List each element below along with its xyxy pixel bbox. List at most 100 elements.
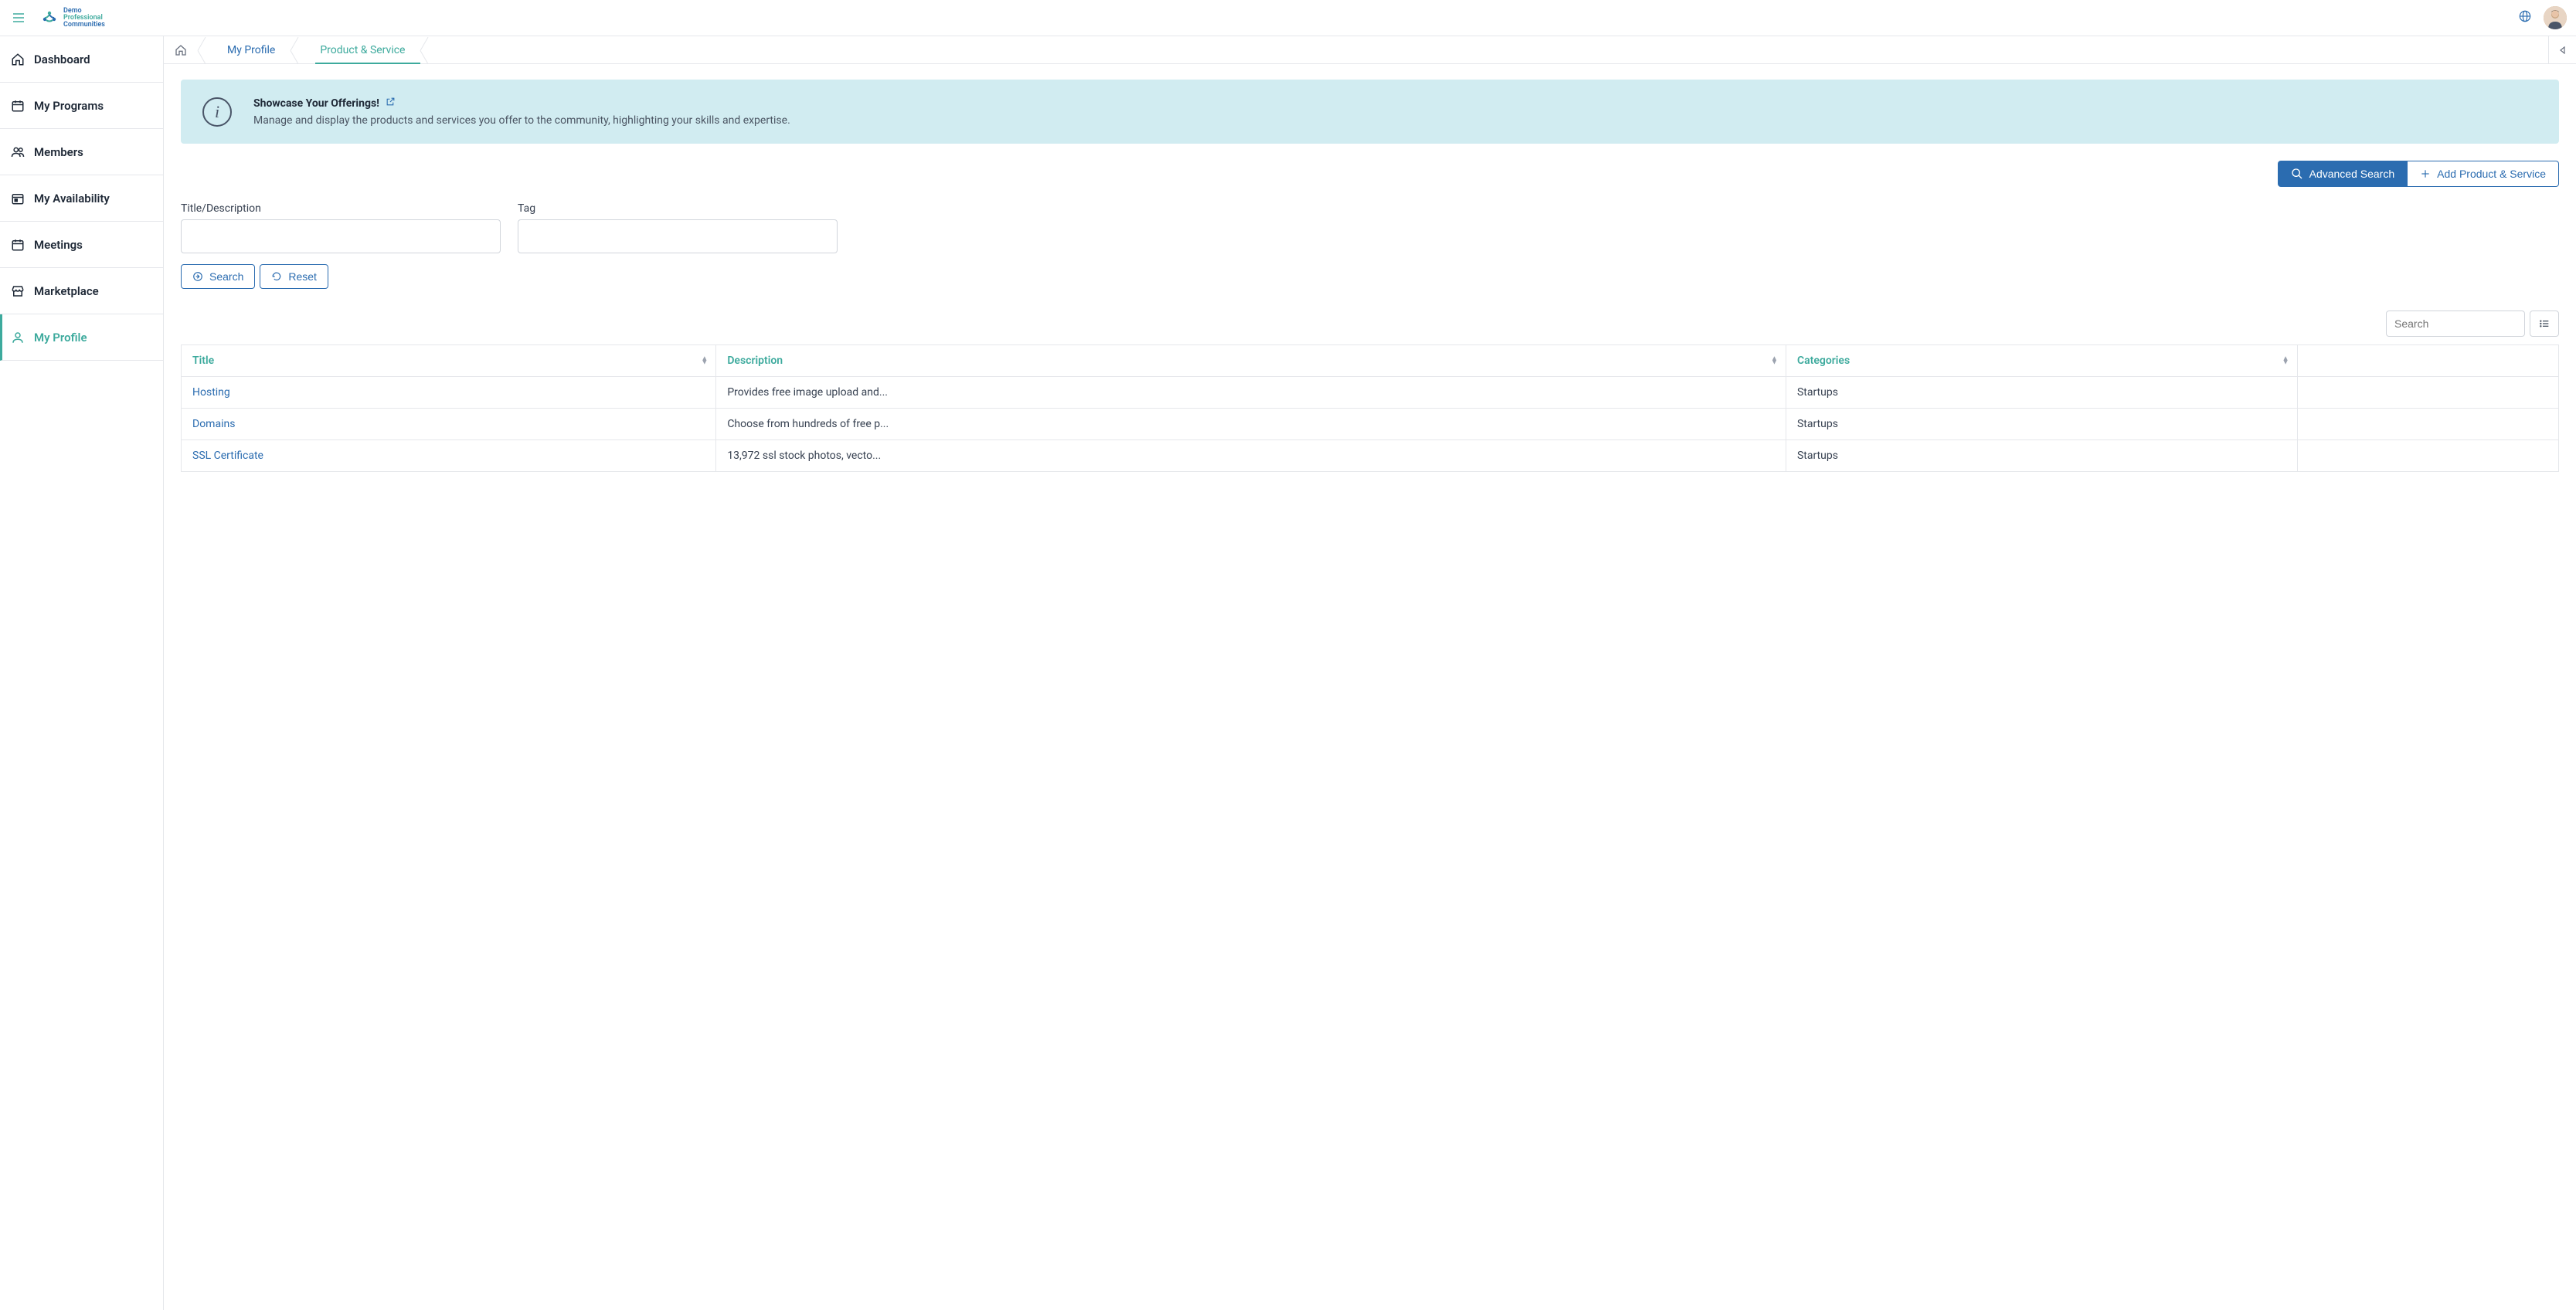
sidebar-item-my-availability[interactable]: My Availability [0, 175, 163, 222]
logo-text: Demo Professional Communities [63, 8, 105, 29]
sidebar-item-marketplace[interactable]: Marketplace [0, 268, 163, 314]
user-icon [11, 331, 25, 344]
users-icon [11, 145, 25, 159]
language-switcher[interactable] [2519, 10, 2531, 25]
main-area: My Profile Product & Service [164, 36, 2576, 1310]
cell-categories: Startups [1786, 377, 2297, 409]
sidebar-item-label: Members [34, 145, 83, 159]
cell-title[interactable]: Domains [182, 409, 716, 440]
sidebar-item-label: Marketplace [34, 284, 99, 298]
add-product-button[interactable]: Add Product & Service [2408, 161, 2559, 187]
search-button[interactable]: Search [181, 264, 255, 289]
products-table: Title ▲▼ Description ▲▼ Categories ▲▼ [181, 344, 2559, 472]
sidebar-item-dashboard[interactable]: Dashboard [0, 36, 163, 83]
cell-description: Provides free image upload and... [716, 377, 1786, 409]
user-avatar[interactable] [2544, 6, 2567, 29]
filter-title-label: Title/Description [181, 202, 501, 215]
sidebar-item-label: Meetings [34, 238, 83, 252]
cell-actions [2297, 377, 2559, 409]
breadcrumb-separator [198, 36, 212, 63]
top-header-right [2519, 6, 2567, 29]
title-description-input[interactable] [181, 219, 501, 253]
sidebar-item-members[interactable]: Members [0, 129, 163, 175]
home-icon [175, 44, 187, 56]
column-label: Title [192, 355, 214, 367]
table-row: SSL Certificate 13,972 ssl stock photos,… [182, 440, 2559, 472]
search-icon [2291, 168, 2303, 180]
breadcrumb-my-profile[interactable]: My Profile [212, 36, 291, 63]
calendar-icon [11, 99, 25, 113]
button-label: Add Product & Service [2437, 168, 2546, 180]
cell-description: Choose from hundreds of free p... [716, 409, 1786, 440]
content-area: i Showcase Your Offerings! [164, 64, 2576, 1310]
breadcrumb-separator [291, 36, 304, 63]
cell-description: 13,972 ssl stock photos, vecto... [716, 440, 1786, 472]
top-header: Demo Professional Communities [0, 0, 2576, 36]
arrow-circle-right-icon [192, 271, 203, 282]
filter-tag-field: Tag [518, 202, 838, 253]
sidebar-toggle[interactable] [9, 8, 28, 27]
filter-row: Title/Description Tag [181, 202, 2559, 253]
sidebar-item-my-profile[interactable]: My Profile [0, 314, 163, 361]
column-toggle-button[interactable] [2530, 311, 2559, 337]
advanced-search-button[interactable]: Advanced Search [2278, 161, 2408, 187]
cell-categories: Startups [1786, 440, 2297, 472]
calendar-box-icon [11, 192, 25, 205]
cell-title[interactable]: Hosting [182, 377, 716, 409]
triangle-left-icon [2559, 46, 2567, 54]
sidebar-item-label: My Availability [34, 192, 110, 205]
external-link-icon [386, 97, 396, 107]
body-row: Dashboard My Programs Members [0, 36, 2576, 1310]
breadcrumb-label: My Profile [227, 44, 275, 56]
breadcrumb-home[interactable] [164, 36, 198, 63]
table-header-row: Title ▲▼ Description ▲▼ Categories ▲▼ [182, 345, 2559, 377]
filter-title-field: Title/Description [181, 202, 501, 253]
list-icon [2538, 317, 2551, 330]
button-label: Reset [288, 270, 317, 283]
external-link-button[interactable] [386, 97, 396, 110]
column-header-actions [2297, 345, 2559, 377]
button-label: Advanced Search [2309, 168, 2395, 180]
column-header-description[interactable]: Description ▲▼ [716, 345, 1786, 377]
cell-title[interactable]: SSL Certificate [182, 440, 716, 472]
sidebar-item-meetings[interactable]: Meetings [0, 222, 163, 268]
breadcrumb-collapse-toggle[interactable] [2548, 36, 2576, 63]
column-label: Description [727, 355, 783, 367]
column-header-title[interactable]: Title ▲▼ [182, 345, 716, 377]
sort-icon: ▲▼ [2282, 358, 2289, 365]
breadcrumb-product-service[interactable]: Product & Service [304, 36, 420, 63]
logo-line3: Communities [63, 22, 105, 29]
table-row: Hosting Provides free image upload and..… [182, 377, 2559, 409]
info-banner-description: Manage and display the products and serv… [253, 114, 790, 127]
column-header-categories[interactable]: Categories ▲▼ [1786, 345, 2297, 377]
cell-actions [2297, 440, 2559, 472]
info-banner-title: Showcase Your Offerings! [253, 97, 379, 110]
sort-icon: ▲▼ [701, 358, 708, 365]
brand-logo[interactable]: Demo Professional Communities [40, 8, 105, 29]
cell-actions [2297, 409, 2559, 440]
globe-icon [2519, 10, 2531, 22]
plus-icon [2420, 168, 2431, 179]
sidebar-item-label: Dashboard [34, 53, 90, 66]
table-head: Title ▲▼ Description ▲▼ Categories ▲▼ [182, 345, 2559, 377]
filter-buttons: Search Reset [181, 264, 2559, 289]
breadcrumb-separator [420, 36, 434, 63]
sidebar-item-my-programs[interactable]: My Programs [0, 83, 163, 129]
sort-icon: ▲▼ [1771, 358, 1778, 365]
button-label: Search [209, 270, 243, 283]
sidebar-item-label: My Profile [34, 331, 87, 344]
info-title-row: Showcase Your Offerings! [253, 97, 790, 110]
breadcrumb-bar: My Profile Product & Service [164, 36, 2576, 64]
actions-row: Advanced Search Add Product & Service [181, 161, 2559, 187]
info-text: Showcase Your Offerings! Manage and disp… [253, 97, 790, 127]
hamburger-icon [12, 12, 25, 23]
home-icon [11, 53, 25, 66]
table-search-input[interactable] [2386, 311, 2525, 337]
calendar-icon [11, 238, 25, 252]
reset-button[interactable]: Reset [260, 264, 328, 289]
logo-mark-icon [40, 8, 59, 27]
breadcrumb: My Profile Product & Service [164, 36, 2548, 63]
sidebar-item-label: My Programs [34, 99, 104, 113]
tag-input[interactable] [518, 219, 838, 253]
column-label: Categories [1797, 355, 1850, 367]
